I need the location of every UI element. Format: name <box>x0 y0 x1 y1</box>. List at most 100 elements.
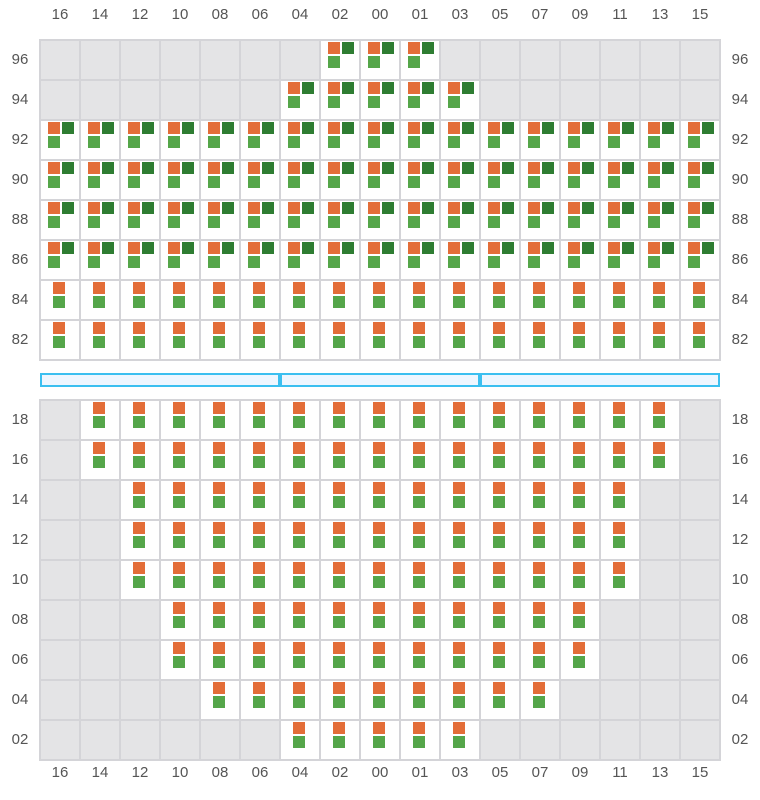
slot-top-92-06[interactable] <box>240 120 280 160</box>
slot-top-84-07[interactable] <box>520 280 560 320</box>
slot-bottom-12-11[interactable] <box>600 520 640 560</box>
slot-top-84-11[interactable] <box>600 280 640 320</box>
slot-top-88-13[interactable] <box>640 200 680 240</box>
slot-top-86-08[interactable] <box>200 240 240 280</box>
slot-top-92-08[interactable] <box>200 120 240 160</box>
slot-bottom-16-14[interactable] <box>80 440 120 480</box>
slot-bottom-14-06[interactable] <box>240 480 280 520</box>
slot-bottom-18-10[interactable] <box>160 400 200 440</box>
slot-bottom-06-05[interactable] <box>480 640 520 680</box>
slot-bottom-08-04[interactable] <box>280 600 320 640</box>
slot-top-82-01[interactable] <box>400 320 440 360</box>
slot-top-82-02[interactable] <box>320 320 360 360</box>
slot-bottom-10-02[interactable] <box>320 560 360 600</box>
slot-top-90-14[interactable] <box>80 160 120 200</box>
slot-bottom-10-03[interactable] <box>440 560 480 600</box>
slot-top-86-04[interactable] <box>280 240 320 280</box>
slot-top-82-11[interactable] <box>600 320 640 360</box>
slot-top-92-02[interactable] <box>320 120 360 160</box>
slot-bottom-04-00[interactable] <box>360 680 400 720</box>
slot-bottom-16-09[interactable] <box>560 440 600 480</box>
slot-top-96-02[interactable] <box>320 40 360 80</box>
slot-top-90-00[interactable] <box>360 160 400 200</box>
slot-top-90-02[interactable] <box>320 160 360 200</box>
slot-top-88-06[interactable] <box>240 200 280 240</box>
slot-bottom-14-01[interactable] <box>400 480 440 520</box>
slot-top-82-15[interactable] <box>680 320 720 360</box>
slot-bottom-16-13[interactable] <box>640 440 680 480</box>
slot-bottom-02-03[interactable] <box>440 720 480 760</box>
slot-bottom-16-07[interactable] <box>520 440 560 480</box>
slot-top-86-01[interactable] <box>400 240 440 280</box>
slot-bottom-10-05[interactable] <box>480 560 520 600</box>
slot-top-86-12[interactable] <box>120 240 160 280</box>
slot-top-86-14[interactable] <box>80 240 120 280</box>
slot-bottom-12-02[interactable] <box>320 520 360 560</box>
slot-top-88-03[interactable] <box>440 200 480 240</box>
slot-top-84-01[interactable] <box>400 280 440 320</box>
slot-top-92-16[interactable] <box>40 120 80 160</box>
slot-bottom-18-04[interactable] <box>280 400 320 440</box>
slot-top-82-16[interactable] <box>40 320 80 360</box>
slot-bottom-16-01[interactable] <box>400 440 440 480</box>
slot-top-90-15[interactable] <box>680 160 720 200</box>
slot-bottom-18-11[interactable] <box>600 400 640 440</box>
slot-bottom-04-03[interactable] <box>440 680 480 720</box>
slot-bottom-06-04[interactable] <box>280 640 320 680</box>
slot-bottom-08-10[interactable] <box>160 600 200 640</box>
divider-segment[interactable] <box>280 373 480 387</box>
slot-bottom-18-03[interactable] <box>440 400 480 440</box>
slot-bottom-16-03[interactable] <box>440 440 480 480</box>
slot-bottom-18-01[interactable] <box>400 400 440 440</box>
slot-bottom-10-04[interactable] <box>280 560 320 600</box>
slot-top-86-07[interactable] <box>520 240 560 280</box>
slot-bottom-12-05[interactable] <box>480 520 520 560</box>
slot-top-88-07[interactable] <box>520 200 560 240</box>
slot-top-86-02[interactable] <box>320 240 360 280</box>
slot-bottom-08-08[interactable] <box>200 600 240 640</box>
slot-bottom-10-09[interactable] <box>560 560 600 600</box>
slot-top-94-03[interactable] <box>440 80 480 120</box>
slot-top-82-06[interactable] <box>240 320 280 360</box>
slot-top-88-14[interactable] <box>80 200 120 240</box>
slot-top-96-00[interactable] <box>360 40 400 80</box>
slot-top-88-09[interactable] <box>560 200 600 240</box>
slot-top-86-10[interactable] <box>160 240 200 280</box>
slot-top-90-09[interactable] <box>560 160 600 200</box>
slot-bottom-04-04[interactable] <box>280 680 320 720</box>
slot-bottom-14-10[interactable] <box>160 480 200 520</box>
slot-top-84-00[interactable] <box>360 280 400 320</box>
slot-bottom-10-00[interactable] <box>360 560 400 600</box>
slot-top-82-00[interactable] <box>360 320 400 360</box>
slot-bottom-12-07[interactable] <box>520 520 560 560</box>
slot-top-84-10[interactable] <box>160 280 200 320</box>
slot-top-94-02[interactable] <box>320 80 360 120</box>
slot-top-82-14[interactable] <box>80 320 120 360</box>
slot-top-86-03[interactable] <box>440 240 480 280</box>
slot-bottom-14-03[interactable] <box>440 480 480 520</box>
slot-top-90-05[interactable] <box>480 160 520 200</box>
slot-top-84-03[interactable] <box>440 280 480 320</box>
slot-bottom-14-08[interactable] <box>200 480 240 520</box>
slot-bottom-18-07[interactable] <box>520 400 560 440</box>
slot-bottom-14-12[interactable] <box>120 480 160 520</box>
slot-top-92-11[interactable] <box>600 120 640 160</box>
slot-top-84-16[interactable] <box>40 280 80 320</box>
slot-bottom-06-02[interactable] <box>320 640 360 680</box>
slot-bottom-14-05[interactable] <box>480 480 520 520</box>
slot-top-94-04[interactable] <box>280 80 320 120</box>
slot-bottom-08-06[interactable] <box>240 600 280 640</box>
slot-top-92-04[interactable] <box>280 120 320 160</box>
slot-bottom-08-09[interactable] <box>560 600 600 640</box>
slot-bottom-02-02[interactable] <box>320 720 360 760</box>
slot-top-82-10[interactable] <box>160 320 200 360</box>
slot-top-90-01[interactable] <box>400 160 440 200</box>
slot-bottom-06-09[interactable] <box>560 640 600 680</box>
slot-bottom-16-05[interactable] <box>480 440 520 480</box>
slot-bottom-10-12[interactable] <box>120 560 160 600</box>
slot-top-88-10[interactable] <box>160 200 200 240</box>
slot-bottom-04-05[interactable] <box>480 680 520 720</box>
slot-top-90-04[interactable] <box>280 160 320 200</box>
slot-bottom-18-05[interactable] <box>480 400 520 440</box>
slot-bottom-18-13[interactable] <box>640 400 680 440</box>
